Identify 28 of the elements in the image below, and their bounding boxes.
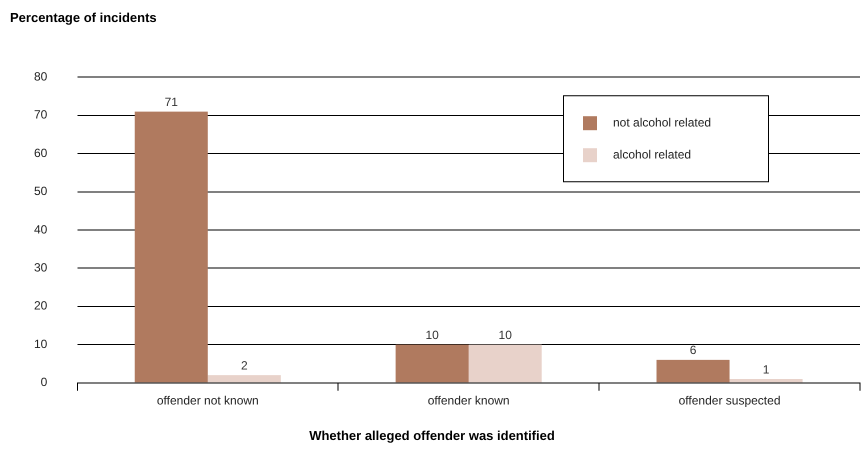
x-tick-label: offender suspected xyxy=(678,393,780,408)
x-tick-label: offender known xyxy=(428,393,510,408)
bar xyxy=(656,360,730,382)
x-tick-label: offender not known xyxy=(156,393,259,408)
y-tick-label: 10 xyxy=(34,336,48,351)
y-tick-label: 0 xyxy=(40,375,48,390)
y-tick-label: 20 xyxy=(34,298,48,313)
data-label: 71 xyxy=(164,94,178,109)
legend-label: alcohol related xyxy=(613,148,692,162)
y-tick-label: 30 xyxy=(34,260,48,275)
bar xyxy=(134,112,208,382)
bar xyxy=(468,344,542,382)
y-tick-label: 80 xyxy=(34,70,48,84)
y-tick-label: 60 xyxy=(34,146,48,160)
data-label: 6 xyxy=(690,343,697,358)
data-label: 2 xyxy=(240,358,248,372)
bar xyxy=(396,344,469,382)
y-tick-label: 40 xyxy=(34,222,48,236)
bar xyxy=(208,375,281,382)
x-axis-title: Whether alleged offender was identified xyxy=(308,428,556,443)
chart-title: Percentage of incidents xyxy=(10,10,157,25)
data-label: 10 xyxy=(425,328,440,342)
y-tick-label: 50 xyxy=(34,184,48,198)
data-label: 10 xyxy=(498,328,512,342)
legend-label: not alcohol related xyxy=(613,116,712,130)
bar xyxy=(730,378,803,382)
y-tick-label: 70 xyxy=(34,108,48,122)
data-label: 1 xyxy=(762,362,770,376)
